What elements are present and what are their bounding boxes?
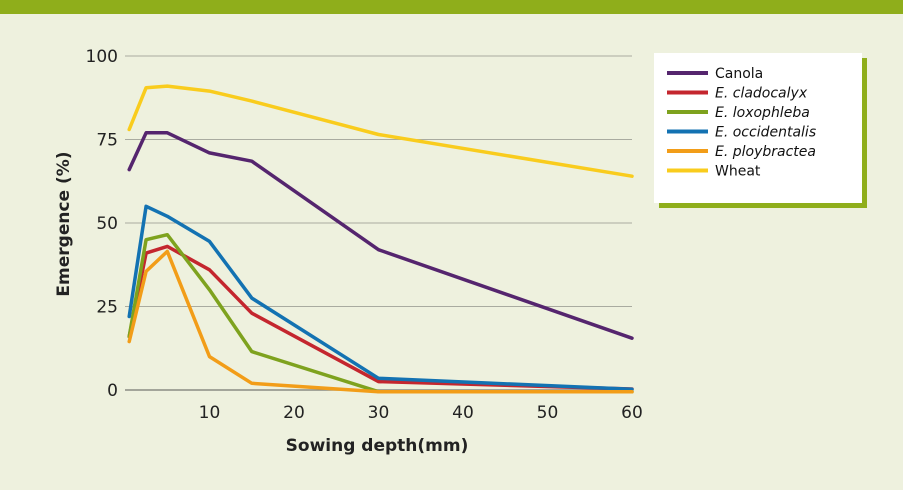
x-tick-label: 40 [452,403,474,423]
legend-label: E. loxophleba [715,105,810,121]
y-axis-title: Emergence (%) [54,151,74,296]
x-axis-title: Sowing depth(mm) [286,436,469,456]
legend-label: Canola [715,66,763,82]
x-tick-label: 60 [621,403,643,423]
legend-label: Wheat [715,164,761,180]
series-line-4 [127,204,634,392]
legend-label: E. occidentalis [715,125,816,141]
series-line-1 [127,131,634,340]
x-tick-label: 30 [368,403,390,423]
series-line-2 [127,244,634,391]
tick-labels: 0 25 50 75 100 10 20 30 40 50 60 [86,47,643,423]
x-tick-label: 50 [537,403,559,423]
x-tick-label: 10 [199,403,221,423]
legend-label: E. ploybractea [715,144,816,160]
y-tick-label: 75 [96,131,118,151]
legend-box [654,53,862,203]
grid [125,55,632,307]
series-line-5 [127,249,634,394]
y-tick-label: 0 [107,381,118,401]
legend: Canola E. cladocalyx E. loxophleba E. occid… [654,53,867,208]
series-line-6 [127,84,634,178]
legend-label: E. cladocalyx [715,86,808,102]
y-tick-label: 25 [96,298,118,318]
y-tick-label: 100 [86,47,118,67]
y-tick-label: 50 [96,214,118,234]
series-lines [127,84,634,394]
x-tick-label: 20 [283,403,305,423]
header-bar [0,0,903,14]
